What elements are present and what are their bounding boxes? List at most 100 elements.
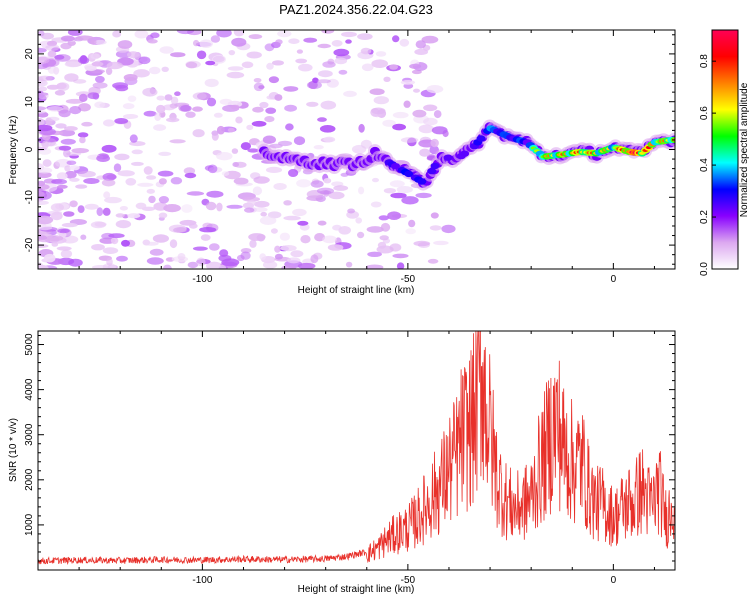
- spectrogram-noise-blob: [379, 235, 389, 241]
- spectrogram-noise-blob: [75, 184, 88, 189]
- spectrogram-noise-blob: [115, 220, 132, 229]
- spectrogram-noise-blob: [38, 124, 53, 132]
- spectrogram-noise-blob: [184, 172, 197, 179]
- spectrogram-noise-blob: [321, 30, 335, 34]
- y-tick-label: 5000: [24, 333, 35, 356]
- spectrogram-noise-blob: [38, 184, 50, 190]
- spectrogram-noise-blob: [366, 226, 384, 233]
- spectrogram-noise-blob: [323, 178, 332, 184]
- colorbar: 0.0 0.2 0.4 0.6 0.8 Normalized spectral ampl…: [699, 29, 750, 276]
- spectrogram-noise-blob: [47, 50, 57, 58]
- spectrogram-noise-blob: [412, 109, 427, 118]
- spectrogram-noise-blob: [312, 77, 319, 84]
- spectrogram-noise-blob: [63, 211, 75, 217]
- x-tick-label: -100: [192, 575, 212, 586]
- spectrogram-noise-blob: [147, 39, 158, 44]
- spectrogram-noise-blob: [142, 87, 158, 97]
- spectrogram-noise-blob: [61, 222, 78, 228]
- spectrogram-noise-blob: [296, 49, 303, 54]
- spectrogram-noise-blob: [265, 166, 283, 173]
- spectrogram-noise-blob: [372, 177, 379, 183]
- spectrogram-noise-blob: [431, 126, 448, 135]
- spectrogram-noise-blob: [244, 207, 255, 213]
- spectrogram-noise-blob: [231, 37, 247, 47]
- spectrogram-noise-blob: [38, 171, 52, 179]
- spectrogram-noise-blob: [253, 176, 270, 184]
- spectrogram-noise-blob: [365, 264, 384, 269]
- spectrogram-noise-blob: [306, 101, 319, 107]
- spectrogram-noise-blob: [231, 148, 239, 154]
- spectrogram-noise-blob: [259, 253, 267, 261]
- snr-background: [38, 331, 675, 570]
- spectrogram-noise-blob: [104, 196, 122, 204]
- spectrogram-noise-blob: [292, 208, 307, 217]
- spectrogram-noise-blob: [64, 170, 77, 179]
- spectrogram-noise-blob: [63, 149, 71, 158]
- spectrogram-noise-blob: [148, 195, 156, 204]
- spectrogram-noise-blob: [77, 132, 89, 138]
- spectrogram-noise-blob: [138, 56, 151, 65]
- spectrogram-noise-blob: [430, 212, 439, 219]
- spectrogram-noise-blob: [343, 90, 357, 97]
- spectrogram-noise-blob: [177, 253, 186, 261]
- spectrogram-noise-blob: [399, 38, 410, 47]
- spectrogram-noise-blob: [153, 124, 167, 131]
- spectrogram-noise-blob: [320, 100, 337, 110]
- spectrogram-noise-blob: [333, 48, 350, 57]
- spectrogram-noise-blob: [38, 109, 47, 114]
- spectrogram-noise-blob: [64, 165, 71, 172]
- spectrogram-noise-blob: [216, 152, 233, 161]
- spectrogram-noise-blob: [371, 59, 389, 68]
- spectrogram-noise-blob: [300, 235, 311, 244]
- spectrogram-ridge-core: [443, 154, 453, 161]
- snr-ticks: -100 -50 0 1000 2000 3000 4000 5000: [24, 331, 675, 586]
- spectrogram-noise-blob: [54, 90, 66, 96]
- chart-title: PAZ1.2024.356.22.04.G23: [279, 2, 433, 17]
- spectrogram-noise-blob: [310, 180, 324, 188]
- snr-ylabel: SNR (10 * v/v): [8, 418, 19, 482]
- spectrogram-noise-blob: [121, 239, 130, 247]
- spectrogram-noise-blob: [317, 43, 331, 49]
- spectrogram-noise-blob: [293, 136, 306, 146]
- spectrogram-noise-blob: [38, 200, 49, 205]
- spectrogram-noise-blob: [119, 206, 128, 211]
- spectrogram-noise-blob: [94, 39, 107, 45]
- spectrogram-noise-blob: [38, 215, 54, 225]
- spectrogram-noise-blob: [66, 160, 77, 166]
- spectrogram-noise-blob: [260, 211, 268, 217]
- spectrogram-noise-blob: [265, 107, 277, 114]
- spectrogram-noise-blob: [146, 188, 155, 194]
- spectrogram-noise-blob: [253, 78, 262, 83]
- spectrogram-noise-blob: [306, 81, 322, 90]
- spectrogram-noise-blob: [38, 118, 45, 126]
- spectrogram-noise-blob: [80, 234, 87, 240]
- spectrogram-noise-blob: [270, 228, 278, 234]
- spectrogram-noise-blob: [106, 174, 117, 180]
- spectrogram-ylabel: Frequency (Hz): [8, 116, 19, 185]
- spectrogram-noise-blob: [123, 74, 138, 81]
- spectrogram-noise-blob: [38, 235, 48, 240]
- spectrogram-noise-blob: [57, 228, 70, 234]
- spectrogram-noise-blob: [226, 71, 245, 79]
- spectrogram-noise-blob: [60, 138, 76, 145]
- spectrogram-noise-blob: [313, 145, 324, 150]
- spectrogram-noise-blob: [390, 192, 407, 199]
- spectrogram-noise-blob: [77, 170, 96, 178]
- spectrogram-noise-blob: [57, 184, 68, 189]
- spectrogram-noise-blob: [369, 88, 385, 95]
- spectrogram-noise-blob: [185, 61, 198, 69]
- spectrogram-noise-blob: [106, 257, 113, 266]
- spectrogram-noise-blob: [92, 265, 110, 269]
- spectrogram-noise-blob: [154, 112, 162, 121]
- spectrogram-noise-blob: [253, 200, 270, 208]
- spectrogram-noise-blob: [247, 148, 259, 153]
- spectrogram-noise-blob: [50, 203, 64, 212]
- spectrogram-noise-blob: [303, 37, 318, 43]
- spectrogram-noise-blob: [341, 31, 357, 38]
- spectrogram-noise-blob: [338, 226, 352, 235]
- spectrogram-noise-blob: [131, 149, 143, 155]
- spectrogram-noise-blob: [185, 111, 196, 118]
- spectrogram-noise-blob: [206, 261, 223, 269]
- spectrogram-noise-blob: [310, 254, 319, 264]
